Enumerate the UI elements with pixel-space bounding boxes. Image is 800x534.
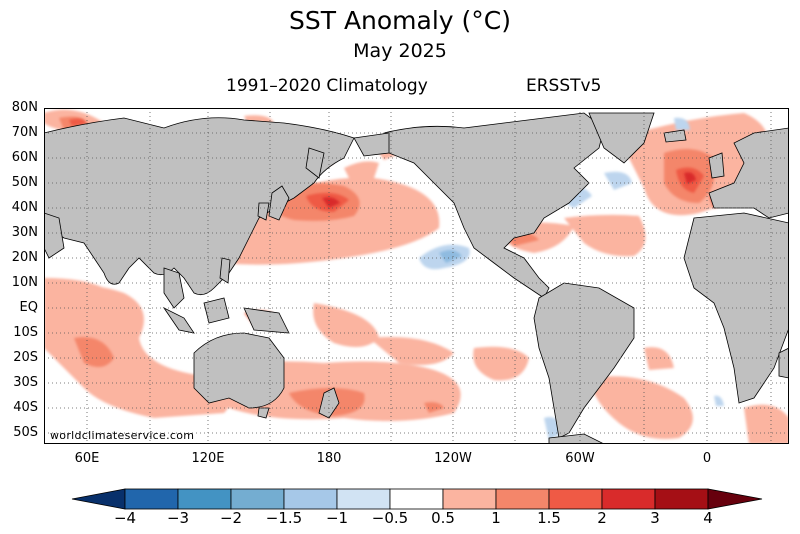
korea bbox=[257, 202, 270, 221]
lat-label: 40S bbox=[13, 400, 38, 415]
indochina bbox=[163, 267, 185, 309]
colorbar-swatch bbox=[230, 488, 285, 510]
lat-label: 20N bbox=[11, 250, 38, 265]
colorbar-label: 0.5 bbox=[431, 509, 455, 527]
lat-label: 10N bbox=[11, 275, 38, 290]
lat-label: 30N bbox=[11, 225, 38, 240]
japan bbox=[268, 185, 290, 221]
colorbar-swatch bbox=[389, 488, 444, 510]
lon-label: 0 bbox=[702, 451, 712, 466]
greenland bbox=[588, 112, 655, 164]
colorbar-label: −1 bbox=[325, 509, 349, 527]
climatology-label: 1991–2020 Climatology bbox=[226, 76, 428, 96]
map-date: May 2025 bbox=[353, 40, 447, 62]
lat-label: 50N bbox=[11, 175, 38, 190]
lon-label: 120W bbox=[434, 451, 472, 466]
colorbar-label: 3 bbox=[650, 509, 660, 527]
colorbar-label: −1.5 bbox=[265, 509, 303, 527]
graticule bbox=[44, 108, 789, 444]
lon-label: 120E bbox=[191, 451, 225, 466]
colorbar-label: −0.5 bbox=[371, 509, 409, 527]
australia bbox=[193, 332, 285, 409]
colorbar-label: 4 bbox=[703, 509, 713, 527]
colorbar-label: −4 bbox=[113, 509, 137, 527]
antarctica-edge bbox=[548, 433, 605, 444]
lat-label: 30S bbox=[13, 375, 38, 390]
lon-label: 60E bbox=[74, 451, 100, 466]
lat-label: 20S bbox=[13, 350, 38, 365]
lat-label: 50S bbox=[13, 425, 38, 440]
north-america bbox=[383, 112, 605, 299]
kamchatka bbox=[305, 147, 325, 179]
colorbar-swatch bbox=[177, 488, 232, 510]
warm-anomaly-very-strong bbox=[322, 172, 696, 208]
borneo bbox=[203, 297, 230, 324]
colorbar bbox=[71, 488, 763, 510]
colorbar-min-arrow bbox=[71, 488, 126, 510]
colorbar-label: 2 bbox=[597, 509, 607, 527]
colorbar-swatch bbox=[124, 488, 179, 510]
colorbar-label: 1.5 bbox=[537, 509, 561, 527]
tasmania bbox=[257, 407, 270, 419]
colorbar-swatch bbox=[601, 488, 656, 510]
europe bbox=[708, 127, 789, 219]
colorbar-swatch bbox=[548, 488, 603, 510]
lat-label: 40N bbox=[11, 200, 38, 215]
dataset-label: ERSSTv5 bbox=[526, 76, 602, 96]
credit-text: worldclimateservice.com bbox=[50, 429, 195, 442]
colorbar-swatch bbox=[654, 488, 709, 510]
lon-label: 180 bbox=[316, 451, 342, 466]
sst-anomaly-map bbox=[44, 108, 789, 444]
colorbar-label: −2 bbox=[219, 509, 243, 527]
arabia bbox=[44, 212, 65, 259]
colorbar-swatch bbox=[336, 488, 391, 510]
lon-label: 60W bbox=[565, 451, 595, 466]
new-zealand bbox=[318, 387, 340, 419]
lat-label: 80N bbox=[11, 100, 38, 115]
colorbar-swatch bbox=[283, 488, 338, 510]
map-frame bbox=[44, 108, 789, 444]
british-isles bbox=[708, 152, 725, 179]
colorbar-label: −3 bbox=[166, 509, 190, 527]
cold-anomaly-moderate bbox=[439, 250, 462, 263]
colorbar-swatch bbox=[442, 488, 497, 510]
sumatra bbox=[162, 306, 195, 334]
map-title: SST Anomaly (°C) bbox=[288, 6, 512, 35]
philippines bbox=[219, 257, 231, 284]
alaska bbox=[353, 132, 390, 157]
colorbar-max-arrow bbox=[707, 488, 763, 510]
lat-label: 70N bbox=[11, 125, 38, 140]
colorbar-label: 1 bbox=[491, 509, 501, 527]
lat-label: 10S bbox=[13, 325, 38, 340]
lat-label: EQ bbox=[19, 300, 38, 315]
madagascar bbox=[778, 347, 789, 379]
colorbar-swatch bbox=[495, 488, 550, 510]
lat-label: 60N bbox=[11, 150, 38, 165]
